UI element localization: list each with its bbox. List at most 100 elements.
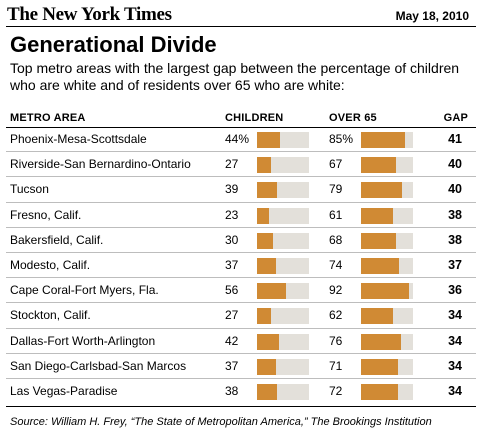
over65-bar [361, 333, 401, 350]
over65-bar-track [361, 182, 413, 199]
over65-value-label: 85% [329, 132, 354, 146]
column-header-gap: GAP [443, 112, 468, 124]
over65-bar [361, 383, 399, 400]
children-bar-track [257, 358, 309, 375]
over65-bar-track [361, 333, 413, 350]
children-bar-track [257, 308, 309, 325]
metro-name: Tucson [10, 182, 49, 197]
table-row: Stockton, Calif. 27 62 34 [6, 303, 476, 329]
children-bar-track [257, 157, 309, 174]
children-value-label: 37 [225, 358, 239, 373]
metro-name: Riverside-San Bernardino-Ontario [10, 157, 191, 172]
over65-value-label: 62 [329, 308, 343, 323]
children-value-label: 23 [225, 207, 239, 222]
gap-value: 38 [448, 232, 462, 247]
children-bar-track [257, 132, 309, 148]
over65-bar-track [361, 132, 413, 148]
children-bar [257, 132, 280, 148]
children-bar [257, 232, 273, 249]
table-row: Dallas-Fort Worth-Arlington 42 76 34 [6, 329, 476, 354]
children-value-label: 56 [225, 283, 239, 298]
metro-name: Bakersfield, Calif. [10, 232, 104, 247]
table-row: Bakersfield, Calif. 30 68 38 [6, 228, 476, 253]
table-row: Las Vegas-Paradise 38 72 34 [6, 379, 476, 404]
children-value-label: 37 [225, 257, 239, 272]
metro-name: Cape Coral-Fort Myers, Fla. [10, 283, 159, 298]
gap-value: 38 [448, 207, 462, 222]
children-bar [257, 383, 277, 400]
table-row: Phoenix-Mesa-Scottsdale 44% 85% 41 [6, 127, 476, 153]
table-row: Modesto, Calif. 37 74 37 [6, 253, 476, 279]
over65-bar [361, 207, 393, 224]
children-value-label: 39 [225, 182, 239, 197]
over65-bar-track [361, 232, 413, 249]
over65-bar [361, 308, 394, 325]
children-bar [257, 207, 269, 224]
data-table: Phoenix-Mesa-Scottsdale 44% 85% 41 Riverside… [6, 127, 476, 404]
source-note: Source: William H. Frey, “The State of M… [10, 416, 432, 428]
gap-value: 36 [448, 283, 462, 298]
metro-name: Stockton, Calif. [10, 308, 91, 323]
children-bar [257, 257, 277, 274]
children-bar-track [257, 257, 309, 274]
over65-bar [361, 157, 396, 174]
column-header-over65: OVER 65 [329, 112, 377, 124]
gap-value: 41 [448, 132, 462, 146]
table-row: Riverside-San Bernardino-Ontario 27 67 40 [6, 152, 476, 178]
over65-value-label: 72 [329, 383, 343, 398]
over65-value-label: 67 [329, 157, 343, 172]
children-value-label: 44% [225, 132, 250, 146]
table-row: San Diego-Carlsbad-San Marcos 37 71 34 [6, 354, 476, 379]
children-bar-track [257, 232, 309, 249]
table-row: Tucson 39 79 40 [6, 177, 476, 203]
over65-bar [361, 232, 397, 249]
over65-value-label: 74 [329, 257, 343, 272]
over65-bar-track [361, 257, 413, 274]
children-bar [257, 157, 272, 174]
over65-value-label: 92 [329, 283, 343, 298]
children-value-label: 38 [225, 383, 239, 398]
children-bar-track [257, 333, 309, 350]
masthead-logo: The New York Times [7, 4, 172, 25]
column-header-metro: METRO AREA [10, 112, 86, 124]
over65-bar [361, 182, 403, 199]
over65-bar [361, 358, 398, 375]
metro-name: Fresno, Calif. [10, 207, 82, 222]
metro-name: San Diego-Carlsbad-San Marcos [10, 358, 187, 373]
header-rule [6, 127, 476, 128]
over65-bar-track [361, 383, 413, 400]
top-rule [6, 26, 476, 27]
over65-bar [361, 257, 400, 274]
table-row: Cape Coral-Fort Myers, Fla. 56 92 36 [6, 278, 476, 304]
over65-bar-track [361, 283, 413, 300]
table-row: Fresno, Calif. 23 61 38 [6, 203, 476, 228]
gap-value: 34 [448, 333, 462, 348]
over65-bar-track [361, 308, 413, 325]
gap-value: 34 [448, 358, 462, 373]
children-bar [257, 333, 279, 350]
over65-value-label: 61 [329, 207, 343, 222]
chart-title: Generational Divide [10, 32, 217, 57]
children-bar-track [257, 182, 309, 199]
over65-bar [361, 132, 406, 148]
gap-value: 34 [448, 308, 462, 323]
children-bar [257, 283, 287, 300]
over65-value-label: 79 [329, 182, 343, 197]
over65-bar-track [361, 157, 413, 174]
gap-value: 34 [448, 383, 462, 398]
over65-value-label: 76 [329, 333, 343, 348]
gap-value: 40 [448, 182, 462, 197]
over65-bar [361, 283, 409, 300]
metro-name: Phoenix-Mesa-Scottsdale [10, 132, 147, 146]
gap-value: 40 [448, 157, 462, 172]
gap-value: 37 [448, 257, 462, 272]
metro-name: Las Vegas-Paradise [10, 383, 118, 398]
children-bar [257, 182, 278, 199]
children-bar [257, 358, 277, 375]
over65-bar-track [361, 207, 413, 224]
column-header-children: CHILDREN [225, 112, 284, 124]
chart-subtitle: Top metro areas with the largest gap bet… [10, 60, 460, 93]
over65-value-label: 71 [329, 358, 343, 373]
children-value-label: 27 [225, 308, 239, 323]
children-bar-track [257, 283, 309, 300]
